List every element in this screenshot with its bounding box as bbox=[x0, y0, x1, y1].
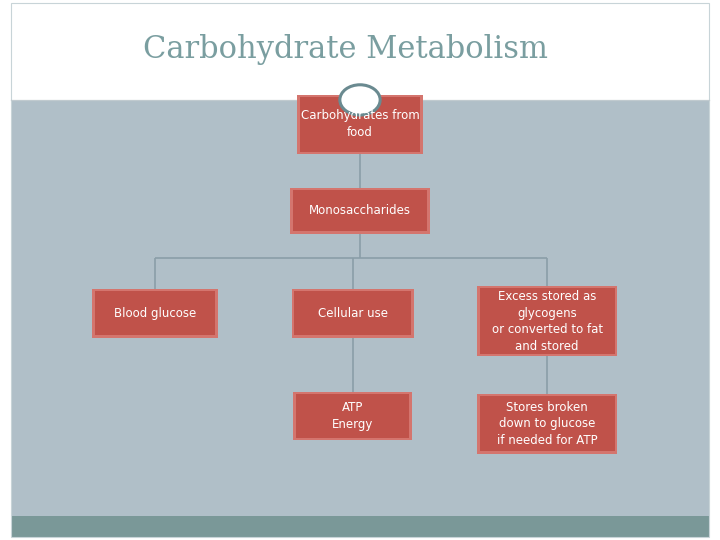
Text: ATP
Energy: ATP Energy bbox=[332, 401, 374, 430]
Circle shape bbox=[340, 85, 380, 115]
FancyBboxPatch shape bbox=[480, 288, 615, 354]
Text: Blood glucose: Blood glucose bbox=[114, 307, 196, 320]
FancyBboxPatch shape bbox=[294, 291, 411, 335]
Text: Excess stored as
glycogens
or converted to fat
and stored: Excess stored as glycogens or converted … bbox=[492, 290, 603, 353]
FancyBboxPatch shape bbox=[292, 289, 414, 338]
FancyBboxPatch shape bbox=[477, 394, 618, 454]
FancyBboxPatch shape bbox=[289, 188, 430, 233]
FancyBboxPatch shape bbox=[297, 394, 409, 438]
FancyBboxPatch shape bbox=[480, 396, 615, 451]
Bar bbox=[11, 100, 709, 516]
Text: Carbohydrates from
food: Carbohydrates from food bbox=[301, 110, 419, 139]
Text: Stores broken
down to glucose
if needed for ATP: Stores broken down to glucose if needed … bbox=[497, 401, 598, 447]
FancyBboxPatch shape bbox=[477, 286, 618, 356]
FancyBboxPatch shape bbox=[92, 289, 217, 338]
FancyBboxPatch shape bbox=[297, 94, 423, 154]
FancyBboxPatch shape bbox=[292, 190, 427, 231]
Bar bbox=[11, 516, 709, 537]
FancyBboxPatch shape bbox=[95, 291, 215, 335]
FancyBboxPatch shape bbox=[300, 97, 420, 152]
Text: Carbohydrate Metabolism: Carbohydrate Metabolism bbox=[143, 35, 548, 65]
Text: Cellular use: Cellular use bbox=[318, 307, 388, 320]
FancyBboxPatch shape bbox=[294, 392, 412, 440]
Text: Monosaccharides: Monosaccharides bbox=[309, 204, 411, 217]
